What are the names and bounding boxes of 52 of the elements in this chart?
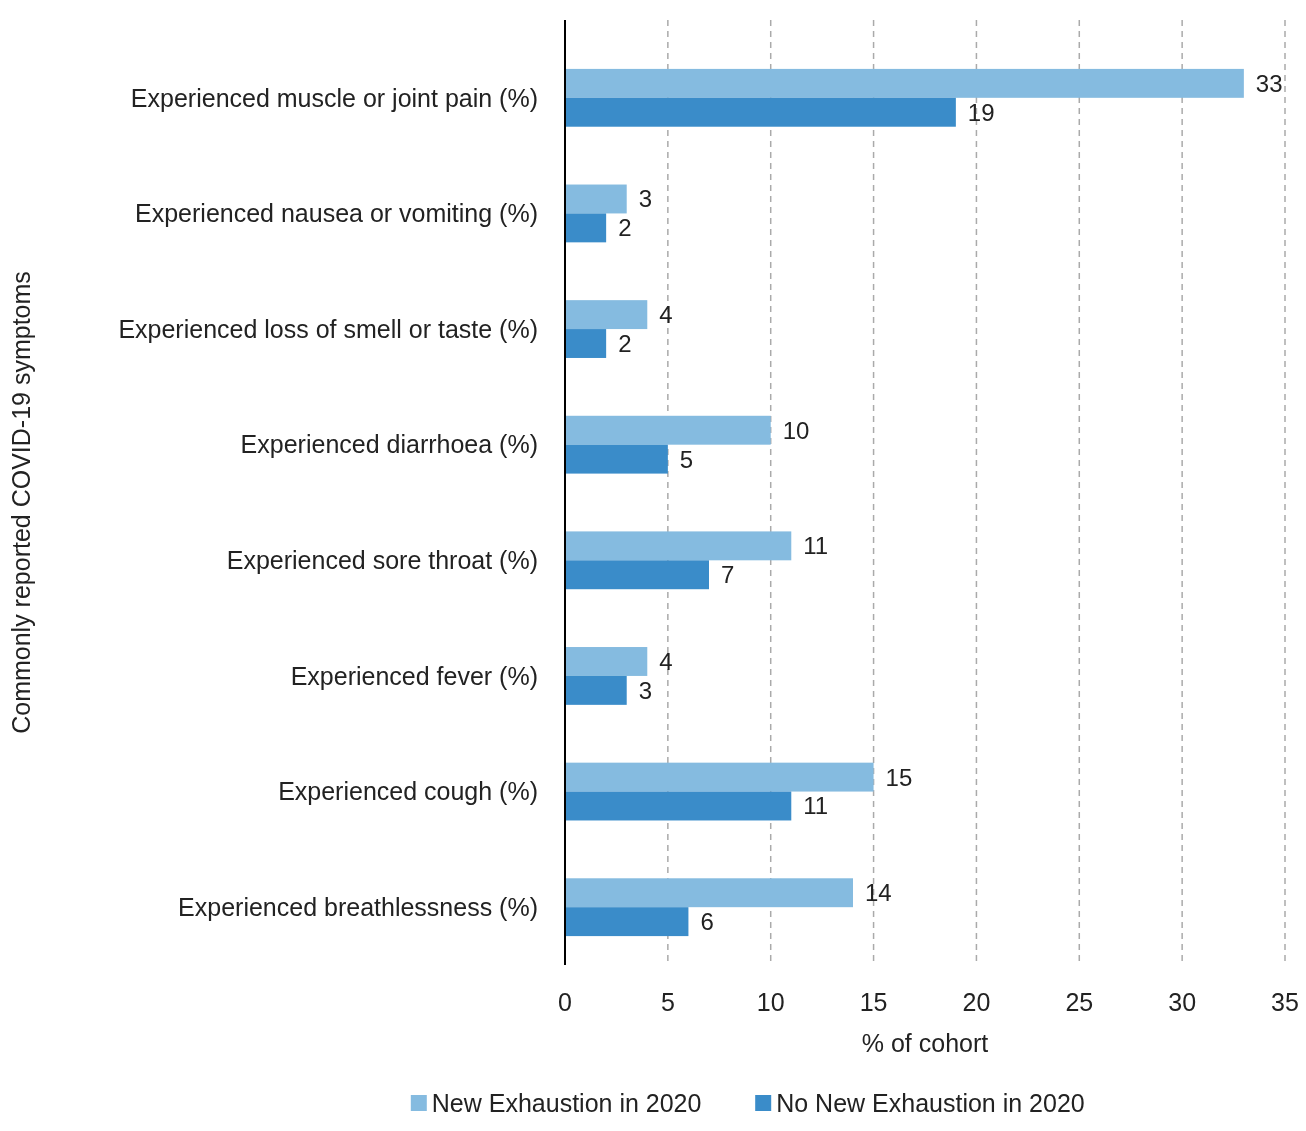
bar — [565, 878, 853, 908]
data-label: 4 — [659, 647, 673, 675]
bar — [565, 560, 709, 590]
data-label: 5 — [679, 445, 694, 473]
x-tick-label: 5 — [660, 988, 675, 1016]
y-tick-label: Experienced muscle or joint pain (%) — [130, 83, 538, 112]
data-label: 10 — [782, 416, 810, 444]
x-tick-label: 0 — [558, 988, 572, 1016]
bar — [565, 791, 792, 821]
y-tick-label: Experienced breathlessness (%) — [178, 892, 538, 921]
x-axis-title: % of cohort — [861, 1029, 989, 1057]
legend-label: New Exhaustion in 2020 — [431, 1088, 702, 1117]
bar — [565, 647, 648, 676]
data-label: 7 — [721, 561, 735, 589]
x-tick-label: 10 — [756, 988, 785, 1016]
y-axis-title: Commonly reported COVID-19 symptoms — [7, 271, 35, 734]
bar — [565, 184, 627, 214]
data-label: 2 — [618, 329, 632, 357]
bar — [565, 444, 668, 474]
y-tick-label: Experienced nausea or vomiting (%) — [135, 199, 538, 228]
x-tick-label: 20 — [962, 988, 991, 1016]
bar — [565, 531, 792, 561]
y-tick-label: Experienced fever (%) — [290, 661, 538, 690]
legend-label: No New Exhaustion in 2020 — [776, 1088, 1085, 1117]
data-label: 15 — [885, 763, 913, 791]
data-label: 33 — [1255, 69, 1283, 97]
data-label: 4 — [659, 301, 673, 329]
x-tick-label: 35 — [1271, 988, 1299, 1016]
bar — [565, 329, 607, 358]
data-label: 11 — [803, 532, 829, 560]
data-label: 6 — [700, 908, 714, 936]
bar — [565, 675, 627, 705]
y-tick-label: Experienced diarrhoea (%) — [240, 430, 538, 459]
bar — [565, 300, 648, 330]
data-label: 3 — [638, 185, 653, 213]
bar — [565, 68, 1244, 98]
bar — [565, 213, 607, 243]
data-label: 14 — [865, 879, 892, 907]
y-tick-label: Experienced sore throat (%) — [226, 546, 538, 575]
data-label: 11 — [803, 792, 829, 820]
bar — [565, 97, 956, 127]
bar — [565, 907, 689, 937]
data-label: 19 — [967, 98, 995, 126]
bar — [565, 415, 771, 445]
y-tick-label: Experienced cough (%) — [278, 777, 538, 806]
data-label: 3 — [638, 676, 653, 704]
y-tick-label: Experienced loss of smell or taste (%) — [118, 314, 538, 343]
x-tick-label: 15 — [859, 988, 888, 1016]
x-tick-label: 30 — [1168, 988, 1197, 1016]
x-tick-label: 25 — [1065, 988, 1094, 1016]
bar — [565, 762, 874, 792]
data-label: 2 — [618, 214, 632, 242]
